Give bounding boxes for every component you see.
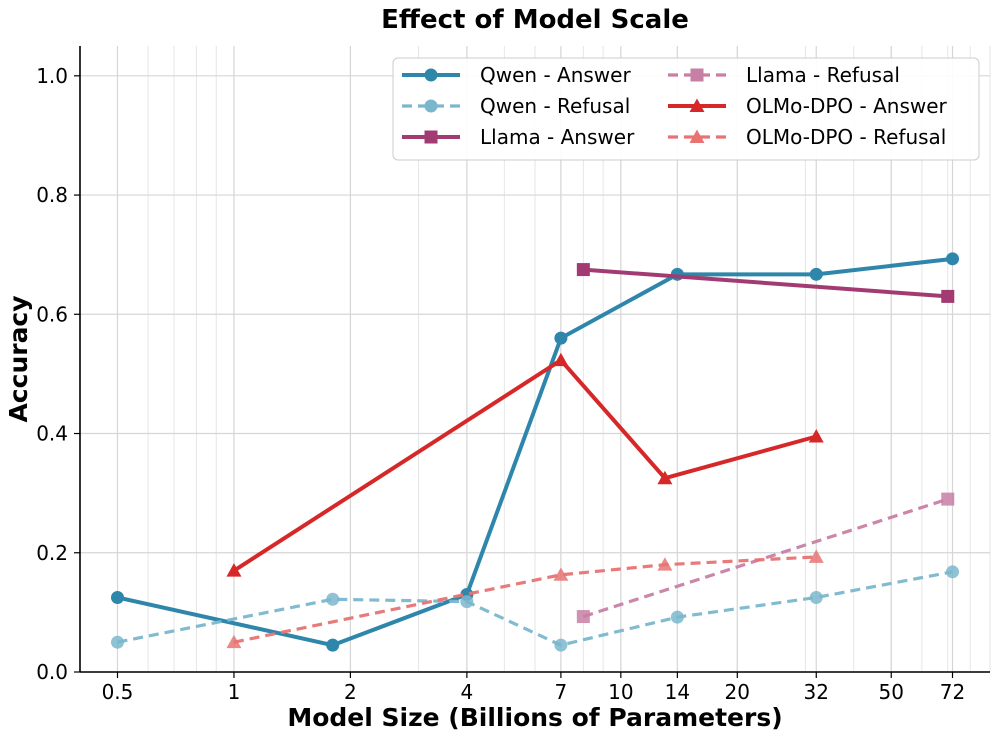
data-point — [554, 638, 568, 652]
series-1 — [110, 565, 960, 652]
data-point — [946, 252, 960, 266]
y-tick-label: 0.4 — [36, 422, 68, 446]
data-point — [110, 590, 124, 604]
data-point — [941, 492, 955, 506]
data-point — [941, 289, 955, 303]
data-point — [326, 592, 340, 606]
legend-label: OLMo-DPO - Refusal — [746, 125, 946, 149]
legend-marker — [690, 68, 704, 82]
x-axis-label: Model Size (Billions of Parameters) — [287, 703, 782, 732]
legend-item: Qwen - Refusal — [402, 94, 630, 118]
legend-item: OLMo-DPO - Refusal — [668, 125, 946, 149]
legend-marker — [689, 129, 705, 143]
series-2 — [576, 263, 955, 303]
y-ticks: 0.0 0.2 0.4 0.6 0.8 1.0 — [36, 64, 80, 684]
x-tick-label: 50 — [879, 680, 904, 704]
x-ticks: 0.5 1 2 4 7 10 14 20 32 50 72 — [102, 672, 965, 704]
x-tick-label: 32 — [804, 680, 829, 704]
legend-label: Llama - Refusal — [746, 63, 900, 87]
series-3 — [576, 492, 955, 624]
legend-label: OLMo-DPO - Answer — [746, 94, 948, 118]
x-tick-label: 4 — [461, 680, 474, 704]
series-layer — [110, 252, 960, 652]
series-line — [232, 358, 817, 573]
data-point — [460, 595, 474, 609]
x-tick-label: 14 — [665, 680, 690, 704]
y-tick-label: 0.0 — [36, 660, 68, 684]
x-tick-label: 0.5 — [102, 680, 134, 704]
series-line — [233, 555, 817, 644]
y-tick-label: 0.2 — [36, 541, 68, 565]
y-tick-label: 0.6 — [36, 302, 68, 326]
x-tick-label: 10 — [608, 680, 633, 704]
data-point — [576, 263, 590, 277]
data-point — [226, 563, 242, 577]
legend-label: Qwen - Answer — [480, 63, 631, 87]
data-point — [576, 610, 590, 624]
legend-marker — [689, 98, 705, 112]
chart-title: Effect of Model Scale — [381, 5, 689, 35]
data-point — [657, 470, 673, 485]
data-point — [809, 590, 823, 604]
series-4 — [226, 352, 824, 577]
legend-label: Qwen - Refusal — [480, 94, 630, 118]
legend: Qwen - Answer Qwen - Refusal Llama - Answe… — [392, 57, 980, 161]
data-point — [326, 638, 340, 652]
data-point — [226, 634, 242, 649]
legend-item: Llama - Refusal — [668, 63, 900, 87]
legend-marker — [424, 68, 438, 82]
legend-label: Llama - Answer — [480, 125, 635, 149]
legend-item: Qwen - Answer — [402, 63, 631, 87]
data-point — [553, 567, 569, 581]
y-axis-label: Accuracy — [4, 295, 33, 422]
series-5 — [226, 549, 824, 649]
x-tick-label: 1 — [228, 680, 241, 704]
data-point — [808, 429, 824, 443]
x-tick-label: 2 — [344, 680, 357, 704]
data-point — [809, 267, 823, 281]
axes — [79, 46, 990, 673]
x-tick-label: 72 — [940, 680, 965, 704]
legend-item: Llama - Answer — [402, 125, 635, 149]
y-tick-label: 1.0 — [36, 64, 68, 88]
series-line — [582, 497, 949, 619]
x-tick-label: 7 — [555, 680, 568, 704]
data-point — [554, 331, 568, 345]
x-tick-label: 20 — [725, 680, 750, 704]
data-point — [670, 610, 684, 624]
data-point — [110, 635, 124, 649]
data-point — [946, 565, 960, 579]
data-point — [553, 352, 569, 367]
legend-box — [392, 57, 980, 161]
y-tick-label: 0.8 — [36, 183, 68, 207]
data-point — [808, 549, 824, 563]
data-point — [657, 557, 673, 571]
legend-item: OLMo-DPO - Answer — [668, 94, 948, 118]
legend-marker — [424, 130, 438, 144]
series-line — [583, 267, 948, 299]
legend-marker — [424, 99, 438, 113]
